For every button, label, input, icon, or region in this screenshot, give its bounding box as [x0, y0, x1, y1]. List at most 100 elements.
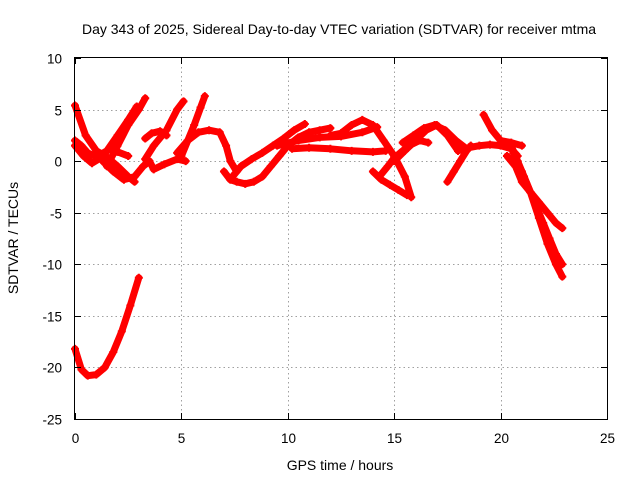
data-point: [464, 143, 473, 152]
y-tick-label: 0: [54, 155, 62, 170]
data-point: [79, 151, 88, 160]
data-point: [402, 191, 411, 200]
data-series-arc-13: [288, 143, 390, 156]
data-point: [430, 121, 439, 130]
data-point: [368, 167, 377, 176]
data-point: [326, 124, 335, 133]
data-series-arc-10: [219, 124, 335, 188]
data-series-arc-9: [173, 126, 241, 176]
data-point: [102, 162, 111, 171]
data-point: [247, 155, 256, 164]
data-point: [394, 186, 403, 195]
data-point: [117, 327, 126, 336]
data-series-arc-25: [71, 273, 143, 380]
data-point: [126, 301, 135, 310]
data-point: [456, 157, 465, 166]
data-point: [315, 126, 324, 135]
data-point: [290, 126, 299, 135]
data-point: [347, 146, 356, 155]
data-point: [162, 131, 171, 140]
x-tick-label: 5: [178, 431, 186, 446]
data-point: [124, 151, 133, 160]
data-point: [81, 131, 90, 140]
data-point: [249, 177, 258, 186]
data-point: [273, 141, 282, 150]
data-point: [551, 260, 560, 269]
data-point: [228, 172, 237, 181]
data-point: [398, 138, 407, 147]
data-point: [419, 124, 428, 133]
data-point: [205, 126, 214, 135]
data-point: [173, 148, 182, 157]
x-tick-label: 10: [281, 431, 296, 446]
data-point: [98, 157, 107, 166]
data-point: [441, 126, 450, 135]
data-point: [179, 97, 188, 106]
data-point: [232, 177, 241, 186]
data-point: [124, 121, 133, 130]
data-point: [517, 141, 526, 150]
data-series-arc-24: [509, 148, 567, 281]
data-point: [236, 162, 245, 171]
data-point: [358, 115, 367, 124]
data-point: [507, 141, 516, 150]
data-point: [194, 128, 203, 137]
data-point: [449, 167, 458, 176]
y-tick-label: -25: [42, 413, 62, 428]
data-point: [147, 129, 156, 138]
data-point: [181, 157, 190, 166]
plot-frame: [74, 57, 608, 420]
data-point: [315, 133, 324, 142]
data-point: [156, 127, 165, 136]
x-tick-label: 25: [600, 431, 615, 446]
data-point: [368, 147, 377, 156]
data-point: [385, 180, 394, 189]
series-line: [71, 274, 143, 380]
data-point: [496, 136, 505, 145]
data-point: [379, 136, 388, 145]
data-point: [502, 151, 511, 160]
chart-title: Day 343 of 2025, Sidereal Day-to-day VTE…: [82, 21, 596, 37]
data-point: [266, 162, 275, 171]
data-point: [551, 219, 560, 228]
data-series-arc-21: [479, 110, 526, 150]
data-series-arc-7: [141, 127, 171, 143]
data-point: [183, 136, 192, 145]
y-tick-label: -15: [42, 310, 62, 325]
data-point: [337, 129, 345, 138]
y-axis-label: SDTVAR / TECUs: [5, 182, 21, 294]
data-point: [288, 144, 297, 153]
data-point: [92, 370, 101, 379]
data-point: [451, 136, 460, 145]
data-point: [300, 120, 309, 129]
data-point: [160, 160, 169, 169]
y-tick-label: -5: [50, 207, 62, 222]
data-point: [134, 273, 143, 282]
data-point: [305, 128, 314, 137]
data-point: [200, 92, 209, 101]
data-point: [219, 167, 228, 176]
data-point: [400, 172, 409, 181]
data-point: [479, 110, 488, 119]
data-series-arc-5: [102, 94, 150, 171]
data-point: [119, 175, 128, 184]
data-point: [215, 128, 224, 137]
y-tick-label: 10: [47, 52, 62, 67]
data-point: [100, 363, 109, 372]
data-point: [196, 103, 205, 112]
data-point: [294, 136, 303, 145]
data-point: [77, 365, 86, 374]
data-point: [275, 151, 284, 160]
x-tick-label: 20: [494, 431, 509, 446]
data-point: [88, 159, 97, 168]
axis-ticks: 0 5 10 15 20 25 -25 -20 -15 -10 -5 0 5 10: [42, 52, 615, 447]
data-point: [326, 131, 335, 140]
y-tick-label: 5: [54, 104, 62, 119]
data-point: [390, 157, 399, 166]
data-point: [258, 148, 267, 157]
data-point: [222, 141, 231, 150]
data-point: [139, 162, 148, 171]
data-point: [400, 146, 409, 155]
data-point: [543, 239, 552, 248]
